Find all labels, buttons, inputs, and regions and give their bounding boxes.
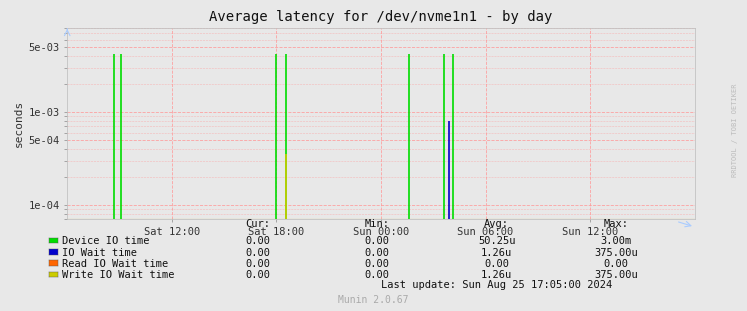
Text: 0.00: 0.00 [604,259,629,269]
Text: Cur:: Cur: [245,219,270,229]
Text: 0.00: 0.00 [365,248,390,258]
Text: 0.00: 0.00 [365,236,390,246]
Text: Min:: Min: [365,219,390,229]
Text: 0.00: 0.00 [245,259,270,269]
Text: RRDTOOL / TOBI OETIKER: RRDTOOL / TOBI OETIKER [732,84,738,177]
Text: 0.00: 0.00 [365,270,390,280]
Text: IO Wait time: IO Wait time [62,248,137,258]
Text: 375.00u: 375.00u [595,270,638,280]
Text: Last update: Sun Aug 25 17:05:00 2024: Last update: Sun Aug 25 17:05:00 2024 [381,280,613,290]
Text: 0.00: 0.00 [484,259,509,269]
Title: Average latency for /dev/nvme1n1 - by day: Average latency for /dev/nvme1n1 - by da… [209,10,553,24]
Text: Read IO Wait time: Read IO Wait time [62,259,168,269]
Text: 1.26u: 1.26u [481,270,512,280]
Text: 3.00m: 3.00m [601,236,632,246]
Text: 375.00u: 375.00u [595,248,638,258]
Text: Munin 2.0.67: Munin 2.0.67 [338,295,409,305]
Text: Write IO Wait time: Write IO Wait time [62,270,175,280]
Text: 0.00: 0.00 [365,259,390,269]
Text: Max:: Max: [604,219,629,229]
Text: 1.26u: 1.26u [481,248,512,258]
Text: Avg:: Avg: [484,219,509,229]
Text: Device IO time: Device IO time [62,236,149,246]
Text: 0.00: 0.00 [245,236,270,246]
Text: 0.00: 0.00 [245,270,270,280]
Text: 0.00: 0.00 [245,248,270,258]
Text: 50.25u: 50.25u [478,236,515,246]
Y-axis label: seconds: seconds [14,100,24,147]
